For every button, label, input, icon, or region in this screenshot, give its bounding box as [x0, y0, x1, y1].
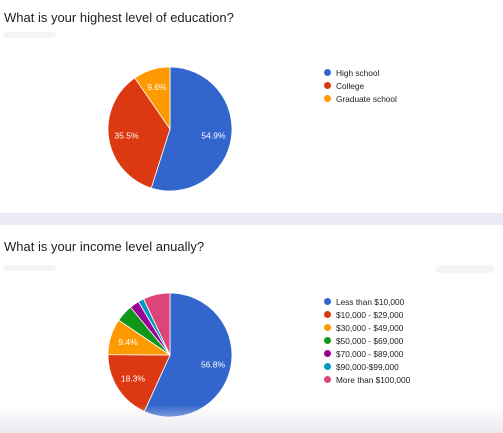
legend-swatch — [324, 69, 331, 76]
legend-label: $50,000 - $69,000 — [336, 335, 404, 346]
slice-value-label: 18.3% — [121, 374, 146, 384]
question-title: What is your highest level of education? — [4, 10, 234, 25]
legend-item: $90,000-$99,000 — [324, 360, 410, 373]
response-count-placeholder — [4, 265, 56, 271]
legend-swatch — [324, 337, 331, 344]
legend-item: College — [324, 79, 397, 92]
card-separator — [0, 213, 503, 225]
legend-swatch — [324, 95, 331, 102]
response-count-placeholder — [4, 32, 56, 38]
legend-label: $30,000 - $49,000 — [336, 322, 404, 333]
question-title: What is your income level anually? — [4, 239, 205, 254]
legend-label: High school — [336, 67, 380, 78]
slice-value-label: 54.9% — [201, 131, 226, 141]
legend-item: Graduate school — [324, 92, 397, 105]
slice-value-label: 56.8% — [201, 359, 226, 369]
slice-value-label: 35.5% — [114, 130, 139, 140]
income-pie-chart: 56.8% 18.3% 9.4% — [107, 292, 233, 418]
legend-label: $70,000 - $89,000 — [336, 348, 404, 359]
legend-item: $10,000 - $29,000 — [324, 308, 410, 321]
legend-label: $10,000 - $29,000 — [336, 309, 404, 320]
legend-swatch — [324, 363, 331, 370]
legend-swatch — [324, 311, 331, 318]
legend-swatch — [324, 298, 331, 305]
legend-item: $30,000 - $49,000 — [324, 321, 410, 334]
legend-item: $50,000 - $69,000 — [324, 334, 410, 347]
legend-swatch — [324, 82, 331, 89]
legend-item: More than $100,000 — [324, 373, 410, 386]
legend-swatch — [324, 350, 331, 357]
legend-item: $70,000 - $89,000 — [324, 347, 410, 360]
legend-label: Less than $10,000 — [336, 296, 405, 307]
education-legend: High school College Graduate school — [324, 66, 397, 105]
income-legend: Less than $10,000 $10,000 - $29,000 $30,00… — [324, 295, 410, 386]
copy-chart-placeholder — [436, 265, 494, 273]
income-question-card: What is your income level anually? 56.8%… — [0, 225, 503, 433]
pie-slice-3 — [134, 66, 171, 131]
legend-label: College — [336, 80, 365, 91]
legend-label: $90,000-$99,000 — [336, 361, 399, 372]
education-question-card: What is your highest level of education?… — [0, 0, 503, 213]
legend-item: Less than $10,000 — [324, 295, 410, 308]
bottom-fade — [0, 405, 503, 433]
education-pie-chart: 54.9% 35.5% 9.6% — [107, 66, 233, 192]
legend-swatch — [324, 324, 331, 331]
pie-slice-1 — [150, 66, 233, 192]
legend-label: More than $100,000 — [336, 374, 411, 385]
pie-slice-2 — [107, 77, 171, 189]
legend-item: High school — [324, 66, 397, 79]
legend-swatch — [324, 376, 331, 383]
slice-value-label: 9.6% — [147, 82, 167, 92]
slice-value-label: 9.4% — [118, 337, 138, 347]
legend-label: Graduate school — [336, 93, 397, 104]
pie-slice-7 — [143, 292, 171, 356]
